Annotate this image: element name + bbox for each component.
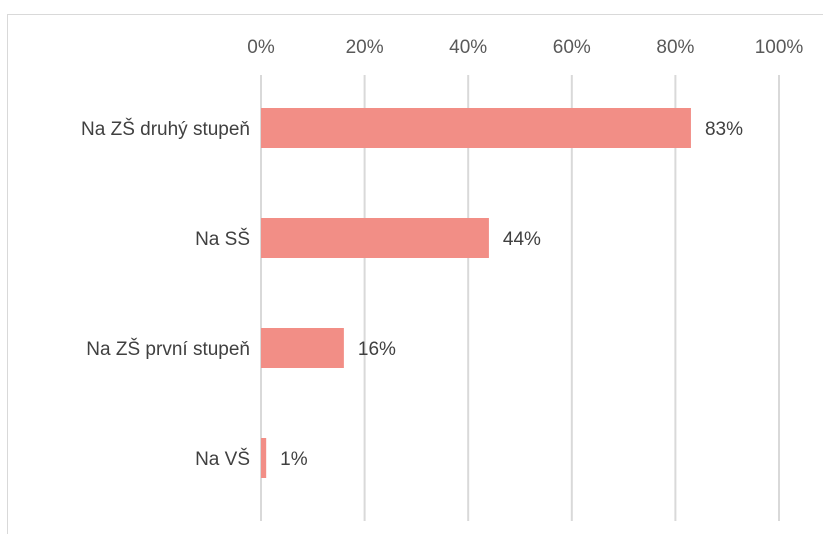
- x-tick-label: 80%: [656, 37, 694, 58]
- x-tick-label: 20%: [346, 37, 384, 58]
- bar-chart: 0% 20% 40% 60% 80% 100% Na ZŠ druhý stupeňNa …: [81, 37, 803, 521]
- data-label: 1%: [280, 449, 308, 470]
- category-label: Na ZŠ druhý stupeň: [81, 118, 250, 140]
- category-labels: Na ZŠ druhý stupeň Na SŠ Na ZŠ první stupe…: [81, 118, 250, 470]
- x-tick-label: 100%: [755, 37, 804, 58]
- data-label: 16%: [358, 339, 396, 360]
- data-label: 44%: [503, 229, 541, 250]
- data-label: 83%: [705, 119, 743, 140]
- category-label: Na ZŠ první stupeň: [86, 338, 250, 360]
- bar: [261, 438, 267, 478]
- x-tick-label: 0%: [247, 37, 275, 58]
- category-label: Na SŠ: [195, 228, 250, 250]
- x-tick-label: 60%: [553, 37, 591, 58]
- bars: [261, 108, 691, 478]
- bar: [261, 108, 691, 148]
- chart-frame: 0% 20% 40% 60% 80% 100% Na ZŠ druhý stupeň Na …: [7, 14, 823, 534]
- bar: [261, 328, 344, 368]
- x-tick-label: 40%: [449, 37, 487, 58]
- bar: [261, 218, 489, 258]
- category-label: Na VŠ: [195, 448, 250, 470]
- x-axis-tick-labels: 0% 20% 40% 60% 80% 100%: [247, 37, 803, 58]
- data-labels: 83% 44% 16% 1%: [280, 119, 743, 470]
